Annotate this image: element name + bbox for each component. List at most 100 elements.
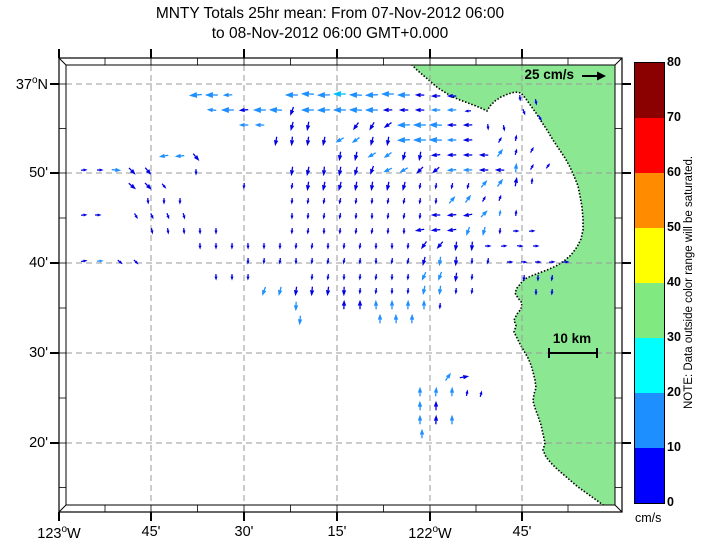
current-vector [290,183,294,190]
current-vector [545,163,551,169]
current-vector [341,299,347,310]
colorbar-tick-label: 10 [667,440,681,454]
current-vector [144,182,152,190]
current-vector [533,244,540,248]
current-vector [246,274,250,281]
current-vector [198,228,202,235]
current-vector [418,198,422,205]
current-vector [354,198,358,205]
current-vector [390,258,394,265]
current-vector [220,107,234,113]
current-vector [446,107,457,113]
current-vector [406,288,410,295]
reference-arrow [582,71,606,81]
current-vector [417,151,423,162]
current-vector [402,198,406,205]
current-vector [358,258,362,265]
current-vector [529,229,536,233]
current-vector [289,136,295,147]
current-vector [353,181,359,192]
current-vector [294,258,298,265]
current-vector [402,228,406,235]
current-vector [563,260,570,264]
current-vector [341,286,347,297]
current-vector [390,274,394,281]
colorbar-segment [634,392,665,448]
frame-corner [614,57,623,66]
current-vector [497,148,503,157]
current-vector [386,213,390,220]
current-vector [398,107,409,113]
current-vector [297,315,303,326]
y-tick-label: 20' [29,435,48,451]
current-vector [332,91,346,97]
current-vector [337,151,343,162]
current-vector [262,258,266,265]
current-vector [462,212,473,218]
current-vector [383,167,393,173]
current-vector [374,258,378,265]
current-vector [385,136,391,147]
current-vector [421,241,427,250]
current-vector [486,124,490,131]
y-tick-label: 40' [29,255,48,271]
current-vector [406,274,410,281]
current-vector [194,169,198,176]
current-vector [214,274,218,281]
current-vector [182,213,186,220]
current-vector [550,289,554,296]
current-vector [322,181,327,192]
current-vector [549,260,556,264]
current-vector [386,228,390,235]
current-vector [373,299,379,310]
current-vector [309,286,315,297]
colorbar-segment [634,337,665,393]
current-vector [430,212,441,218]
current-vector [206,107,217,113]
current-vector [438,271,443,281]
current-vector [97,259,104,263]
current-vector [254,122,265,128]
colorbar-tick-label: 50 [667,220,681,234]
chart-title: MNTY Totals 25hr mean: From 07-Nov-2012 … [0,4,660,44]
current-vector [436,241,444,250]
current-vector [513,162,519,173]
current-vector [537,115,542,122]
current-vector [370,213,374,220]
current-vector [550,275,554,282]
current-vector [406,258,410,265]
current-vector [534,99,538,106]
current-vector [453,241,459,252]
current-vector [482,226,487,237]
frame-corner [58,504,67,513]
current-vector [290,228,294,235]
current-vector [480,179,488,188]
current-vector [335,137,345,143]
current-vector [238,107,249,113]
current-vector [449,414,455,425]
current-vector [81,259,88,263]
current-vector [290,198,294,205]
x-tick-label: 123oW [37,524,81,542]
current-vector [367,152,377,158]
colorbar-segment [634,282,665,338]
current-vector [464,109,471,113]
current-vector [166,228,170,235]
frame-corner [614,504,623,513]
current-vector [161,183,167,189]
degree-symbol: o [31,75,38,87]
current-vector [369,181,375,192]
current-vector [278,243,282,250]
current-vector [326,243,330,250]
current-vector [396,121,410,128]
current-vector [364,107,378,113]
current-vector [351,137,360,143]
x-tick-label: 45' [512,524,532,540]
current-vector [370,228,374,235]
frame-corner [58,57,67,66]
current-vector [470,288,474,295]
current-vector [242,183,246,190]
current-vector [370,198,374,205]
current-vector [536,275,540,282]
current-vector [462,122,473,128]
